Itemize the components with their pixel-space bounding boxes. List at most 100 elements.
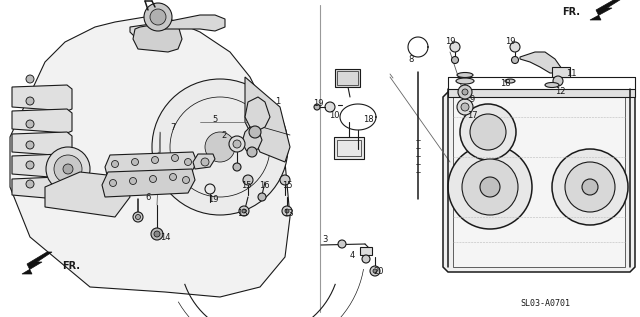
Circle shape	[239, 206, 249, 216]
Circle shape	[448, 145, 532, 229]
Polygon shape	[443, 92, 635, 272]
Circle shape	[136, 215, 141, 219]
Circle shape	[362, 255, 370, 263]
Text: 13: 13	[283, 210, 293, 218]
Circle shape	[552, 149, 628, 225]
Circle shape	[461, 103, 469, 111]
Circle shape	[450, 42, 460, 52]
Circle shape	[109, 179, 116, 186]
Circle shape	[46, 147, 90, 191]
Circle shape	[285, 209, 289, 213]
Circle shape	[451, 56, 458, 63]
Polygon shape	[12, 154, 67, 178]
Text: 19: 19	[208, 195, 218, 204]
Circle shape	[152, 157, 159, 164]
Text: SL03-A0701: SL03-A0701	[520, 300, 570, 308]
Circle shape	[462, 159, 518, 215]
Circle shape	[205, 132, 235, 162]
Text: 7: 7	[170, 122, 176, 132]
Circle shape	[460, 104, 516, 160]
Circle shape	[150, 176, 157, 183]
Circle shape	[26, 97, 34, 105]
Circle shape	[154, 231, 160, 237]
Circle shape	[480, 177, 500, 197]
Text: 14: 14	[160, 232, 170, 242]
Text: 3: 3	[323, 235, 328, 243]
Text: 17: 17	[467, 111, 477, 120]
Text: 4: 4	[349, 250, 355, 260]
Circle shape	[314, 104, 320, 110]
Circle shape	[144, 3, 172, 31]
Text: FR.: FR.	[562, 7, 580, 17]
Text: 15: 15	[241, 180, 252, 190]
Text: 13: 13	[237, 210, 247, 218]
Polygon shape	[105, 152, 197, 179]
Ellipse shape	[545, 82, 559, 87]
Circle shape	[26, 141, 34, 149]
Text: 8: 8	[408, 55, 413, 63]
Polygon shape	[165, 15, 225, 31]
Bar	[360, 247, 372, 255]
Circle shape	[325, 102, 335, 112]
Circle shape	[131, 158, 138, 165]
Circle shape	[373, 269, 377, 273]
Circle shape	[249, 126, 261, 138]
Bar	[335, 69, 360, 87]
Text: 18: 18	[500, 80, 510, 88]
Circle shape	[54, 155, 82, 183]
Circle shape	[26, 120, 34, 128]
Circle shape	[184, 158, 191, 165]
Text: 10: 10	[329, 111, 339, 120]
Circle shape	[510, 42, 520, 52]
Polygon shape	[10, 17, 290, 297]
Polygon shape	[242, 127, 262, 152]
Polygon shape	[590, 0, 623, 20]
Polygon shape	[45, 172, 130, 217]
Circle shape	[458, 85, 472, 99]
Circle shape	[553, 76, 563, 86]
Polygon shape	[520, 52, 562, 73]
Circle shape	[133, 212, 143, 222]
Polygon shape	[102, 169, 195, 197]
Text: 19: 19	[313, 100, 323, 108]
Text: 12: 12	[555, 87, 565, 96]
Circle shape	[129, 178, 136, 184]
Polygon shape	[245, 97, 270, 134]
Polygon shape	[22, 252, 52, 274]
Circle shape	[243, 175, 253, 185]
Circle shape	[26, 75, 34, 83]
Circle shape	[370, 266, 380, 276]
Circle shape	[233, 163, 241, 171]
Polygon shape	[12, 85, 72, 111]
Circle shape	[462, 89, 468, 95]
Text: 5: 5	[212, 114, 218, 124]
Ellipse shape	[505, 79, 515, 83]
Circle shape	[565, 162, 615, 212]
Circle shape	[26, 161, 34, 169]
Bar	[334, 137, 364, 159]
Polygon shape	[133, 22, 182, 52]
Bar	[552, 67, 570, 77]
Circle shape	[26, 180, 34, 188]
Text: 11: 11	[566, 69, 576, 79]
Circle shape	[151, 228, 163, 240]
Circle shape	[242, 209, 246, 213]
Circle shape	[152, 79, 288, 215]
Circle shape	[457, 99, 473, 115]
Circle shape	[63, 164, 73, 174]
Polygon shape	[193, 154, 215, 169]
Bar	[337, 140, 361, 156]
Circle shape	[182, 177, 189, 184]
Bar	[337, 71, 358, 85]
Text: 16: 16	[259, 182, 269, 191]
Text: 20: 20	[374, 268, 384, 276]
Circle shape	[233, 140, 241, 148]
Text: 9: 9	[469, 94, 475, 103]
Circle shape	[282, 206, 292, 216]
Text: 19: 19	[445, 37, 455, 47]
Polygon shape	[12, 177, 62, 199]
Circle shape	[111, 160, 118, 167]
Ellipse shape	[456, 78, 474, 84]
Circle shape	[201, 158, 209, 166]
Bar	[448, 89, 635, 97]
